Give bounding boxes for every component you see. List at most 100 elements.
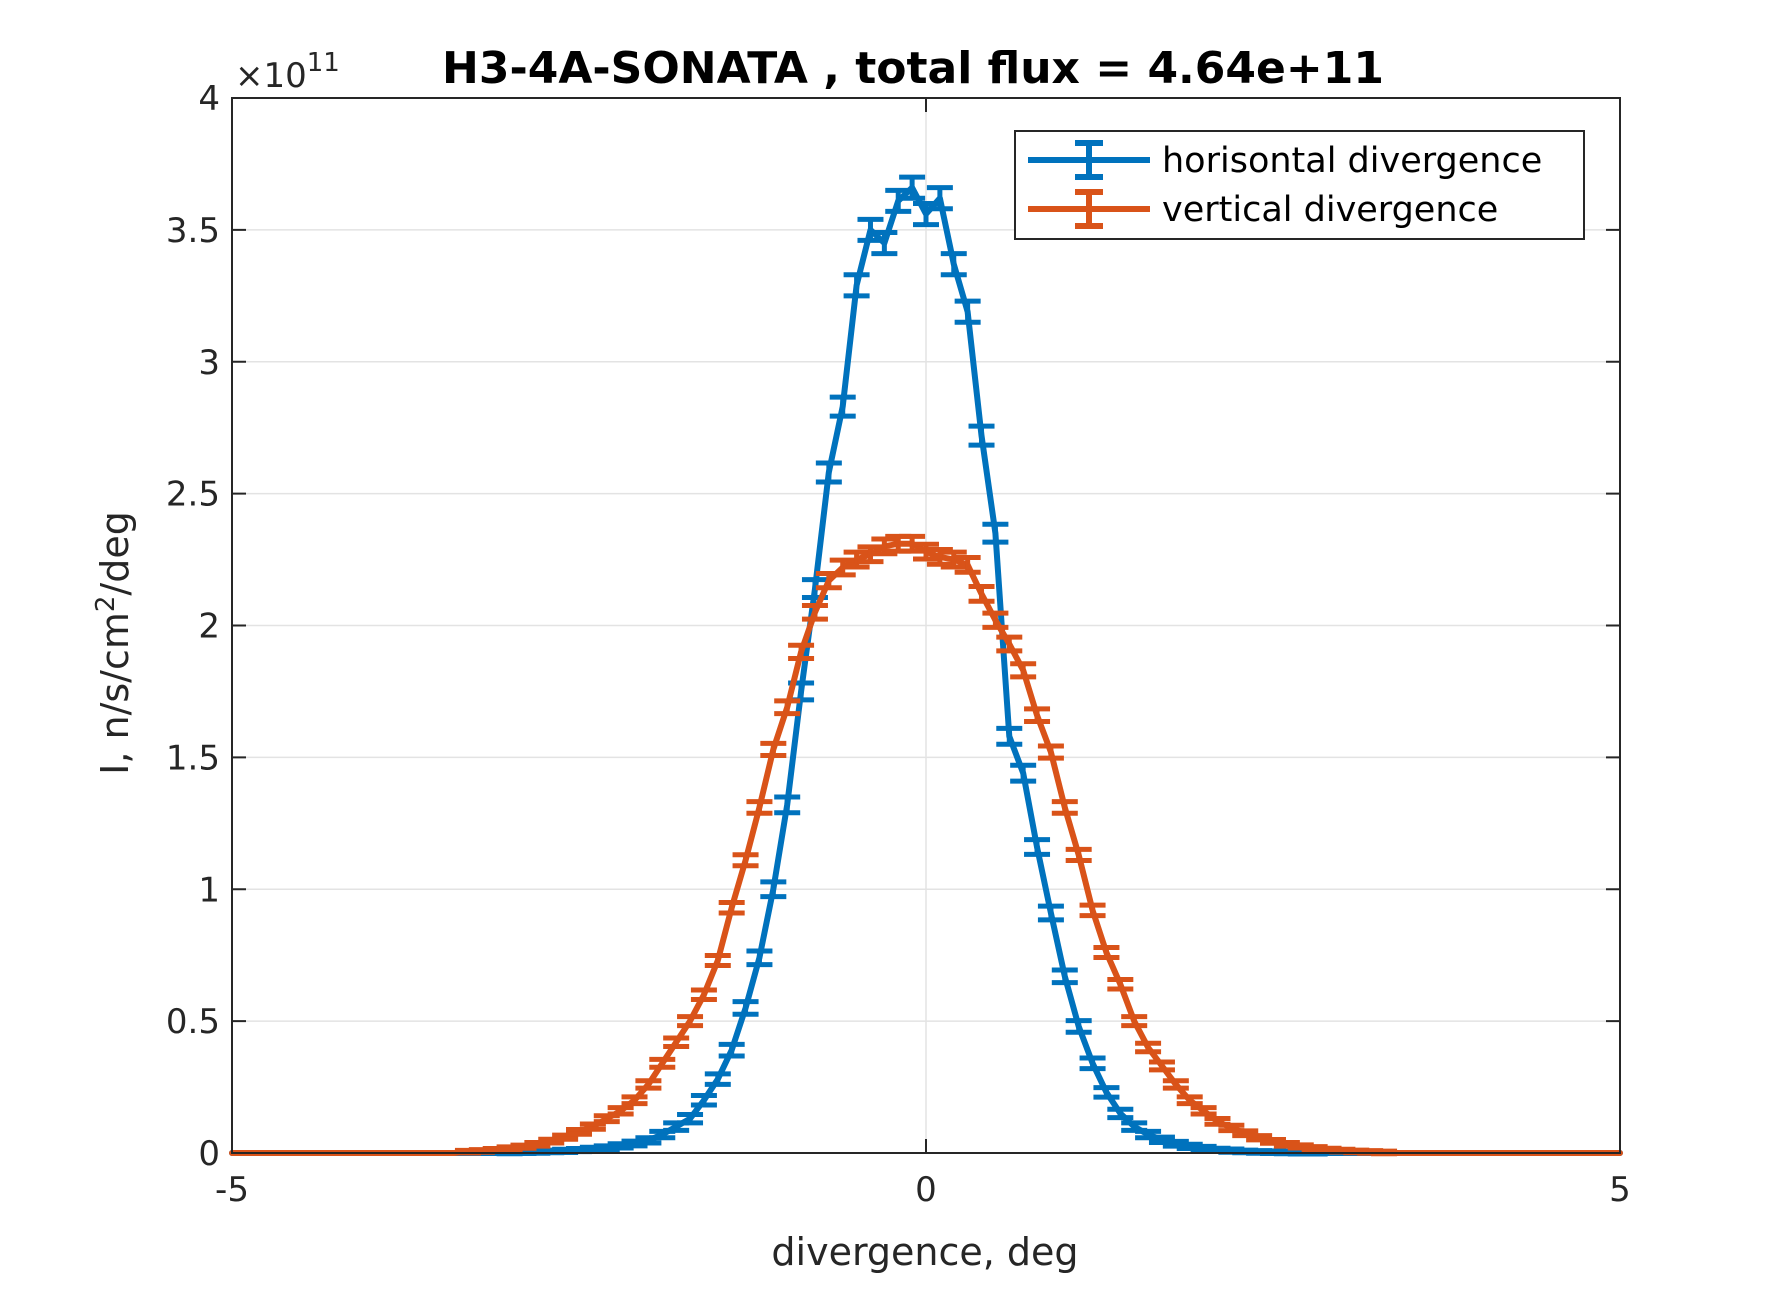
error-bar (1107, 976, 1134, 992)
y-multiplier-exp: 11 (307, 48, 340, 78)
error-bar (982, 521, 1009, 545)
error-bar (704, 1071, 731, 1087)
error-bar (663, 1035, 690, 1049)
y-tick-label: 0 (198, 1134, 220, 1174)
x-tick-label: 0 (915, 1170, 937, 1210)
error-bar (1079, 1055, 1106, 1072)
error-bar (774, 794, 801, 816)
y-axis-label-main: I, n/s/cm (93, 612, 137, 775)
error-bar (1065, 846, 1092, 864)
error-bar (1148, 1059, 1175, 1073)
error-bar (718, 1041, 745, 1059)
x-tick-label: -5 (215, 1170, 249, 1210)
error-bar (1010, 762, 1037, 784)
legend-item-horisontal: horisontal divergence (1028, 140, 1542, 181)
y-tick-label: 2 (198, 607, 220, 647)
y-tick-label: 0.5 (166, 1002, 220, 1042)
error-bar (1037, 903, 1064, 923)
error-bar (899, 174, 926, 201)
error-bar (843, 272, 870, 299)
x-tick-label: 5 (1609, 1170, 1631, 1210)
legend: horisontal divergence vertical divergenc… (1014, 130, 1585, 240)
y-axis-label-tail: /deg (93, 511, 137, 595)
y-tick-label: 2.5 (166, 475, 220, 515)
error-bar (635, 1078, 662, 1091)
error-bar (885, 187, 912, 214)
error-bar (829, 394, 856, 419)
error-bar (815, 460, 842, 485)
error-bar (690, 987, 717, 1002)
error-bar (1162, 1078, 1189, 1091)
error-bar (1024, 706, 1051, 725)
ticks-layer: 00.511.522.533.54-5 0 5 (166, 79, 1631, 1210)
error-bar (1010, 661, 1037, 680)
error-bar (926, 547, 953, 567)
y-multiplier: ×1011 (235, 48, 340, 96)
error-bar (843, 549, 870, 570)
error-bar (690, 1093, 717, 1108)
error-bar (718, 899, 745, 916)
error-bar (996, 634, 1023, 654)
error-bar (996, 725, 1023, 747)
error-bar (1121, 1014, 1148, 1029)
error-bar (954, 298, 981, 325)
error-bar (871, 230, 898, 257)
error-bar (857, 216, 884, 243)
error-bar (1051, 799, 1078, 816)
error-bar (760, 740, 787, 759)
error-bar (760, 879, 787, 900)
error-bar (1051, 967, 1078, 986)
legend-label-vertical: vertical divergence (1162, 190, 1498, 230)
y-tick-label: 1.5 (166, 738, 220, 778)
y-axis-label-sup: 2 (91, 596, 121, 613)
y-tick-label: 4 (198, 79, 220, 119)
chart-title: H3-4A-SONATA , total flux = 4.64e+11 (442, 43, 1384, 94)
x-axis-label: divergence, deg (771, 1230, 1078, 1274)
error-bar (940, 251, 967, 278)
error-bar (801, 602, 828, 622)
error-bar (746, 948, 773, 968)
error-bar (982, 610, 1009, 630)
error-bar (1093, 1085, 1120, 1100)
y-axis-label: I, n/s/cm2/deg (91, 511, 137, 775)
error-bar (1079, 902, 1106, 919)
error-bar (677, 1014, 704, 1029)
error-bar (746, 799, 773, 816)
error-bar (621, 1094, 648, 1107)
error-bar (788, 642, 815, 661)
error-bar (899, 533, 926, 554)
y-tick-label: 3 (198, 343, 220, 383)
error-bar (649, 1056, 676, 1070)
legend-label-horisontal: horisontal divergence (1162, 141, 1542, 181)
error-bar (1107, 1106, 1134, 1121)
legend-box (1014, 130, 1585, 240)
error-bar (1024, 837, 1051, 857)
error-bar (871, 536, 898, 557)
error-bar (1176, 1094, 1203, 1107)
error-bar (940, 549, 967, 570)
error-bar (1065, 1018, 1092, 1035)
error-bar (677, 1111, 704, 1126)
error-bar (607, 1105, 634, 1117)
error-bar (829, 557, 856, 578)
error-bar (1135, 1040, 1162, 1055)
y-tick-label: 1 (198, 870, 220, 910)
error-bar (913, 201, 939, 228)
y-multiplier-base: ×10 (235, 56, 307, 96)
error-bar (774, 698, 801, 717)
error-bar (913, 541, 939, 562)
error-bar (954, 554, 981, 575)
error-bar (1093, 945, 1120, 961)
error-bar (732, 999, 759, 1017)
error-bar (926, 185, 953, 212)
error-bar (1190, 1105, 1217, 1117)
y-tick-label: 3.5 (166, 211, 220, 251)
error-bar (704, 952, 731, 968)
error-bar (857, 544, 884, 565)
error-bar (968, 423, 995, 448)
legend-item-vertical: vertical divergence (1028, 189, 1498, 230)
error-bar (968, 583, 995, 604)
error-bar (1037, 743, 1064, 761)
